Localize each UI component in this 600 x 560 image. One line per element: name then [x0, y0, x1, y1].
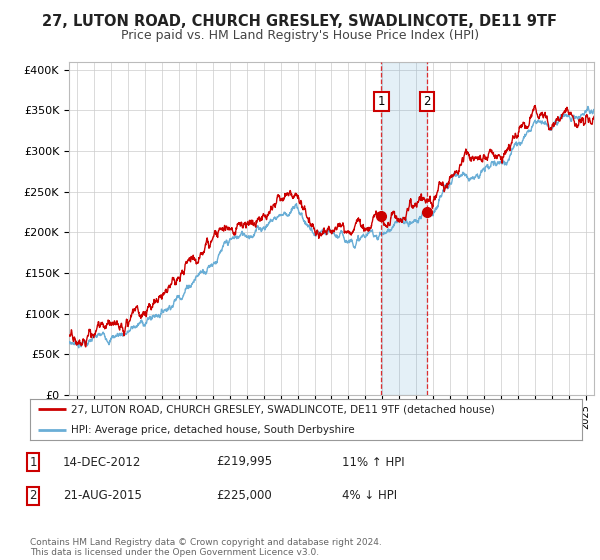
Bar	[382, 62, 427, 395]
Text: Contains HM Land Registry data © Crown copyright and database right 2024.
This d: Contains HM Land Registry data © Crown c…	[30, 538, 382, 557]
Text: 4% ↓ HPI: 4% ↓ HPI	[342, 489, 397, 502]
Text: 1: 1	[378, 95, 385, 108]
Text: 2: 2	[423, 95, 431, 108]
Text: 21-AUG-2015: 21-AUG-2015	[63, 489, 142, 502]
Text: 27, LUTON ROAD, CHURCH GRESLEY, SWADLINCOTE, DE11 9TF (detached house): 27, LUTON ROAD, CHURCH GRESLEY, SWADLINC…	[71, 404, 495, 414]
Text: Price paid vs. HM Land Registry's House Price Index (HPI): Price paid vs. HM Land Registry's House …	[121, 29, 479, 42]
Text: £225,000: £225,000	[216, 489, 272, 502]
Text: £219,995: £219,995	[216, 455, 272, 469]
Text: HPI: Average price, detached house, South Derbyshire: HPI: Average price, detached house, Sout…	[71, 424, 355, 435]
Text: 27, LUTON ROAD, CHURCH GRESLEY, SWADLINCOTE, DE11 9TF: 27, LUTON ROAD, CHURCH GRESLEY, SWADLINC…	[43, 14, 557, 29]
Text: 1: 1	[29, 455, 37, 469]
Text: 11% ↑ HPI: 11% ↑ HPI	[342, 455, 404, 469]
Text: 14-DEC-2012: 14-DEC-2012	[63, 455, 142, 469]
Text: 2: 2	[29, 489, 37, 502]
